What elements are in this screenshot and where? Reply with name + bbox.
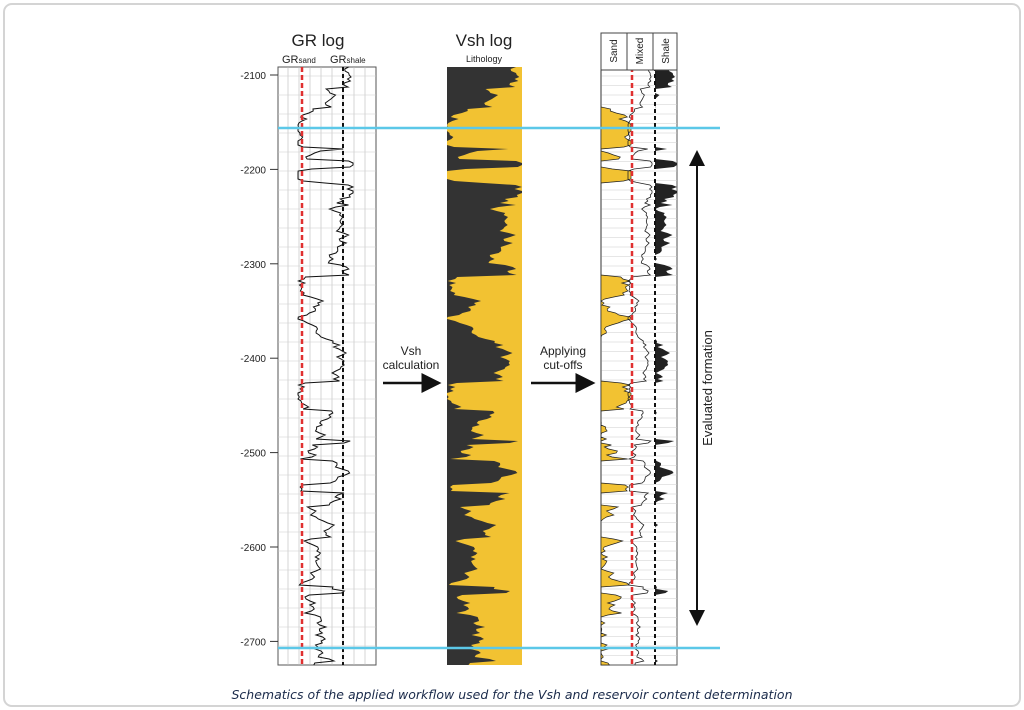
mixed-curve [627, 66, 653, 666]
gr-track [277, 66, 377, 666]
gr-shale-label: GRshale [330, 54, 366, 66]
vsh-title: Vsh log [456, 31, 513, 50]
depth-label: -2500 [240, 449, 266, 460]
arrow-label: Vsh [401, 344, 422, 358]
column-header [600, 32, 628, 71]
gr-curve [296, 66, 355, 666]
depth-label: -2200 [240, 165, 266, 176]
column-label: Shale [661, 38, 672, 64]
column-label: Mixed [635, 38, 646, 65]
vsh-subtitle: Lithology [466, 54, 503, 64]
gr-sand-label: GRsand [282, 54, 316, 66]
depth-label: -2700 [240, 637, 266, 648]
column-header [626, 32, 654, 71]
arrow-label: calculation [383, 358, 440, 372]
vsh-shale-fill [447, 67, 522, 665]
shale-fill [655, 67, 677, 665]
depth-label: -2100 [240, 71, 266, 82]
caption: Schematics of the applied workflow used … [231, 687, 792, 702]
sand-fill [600, 67, 632, 666]
arrow-label: cut-offs [543, 358, 582, 372]
gr-title: GR log [292, 31, 345, 50]
arrow-label: Applying [540, 344, 586, 358]
depth-label: -2600 [240, 543, 266, 554]
column-header [652, 32, 678, 71]
depth-label: -2300 [240, 260, 266, 271]
column-label: Sand [609, 39, 620, 62]
depth-label: -2400 [240, 354, 266, 365]
evaluated-label: Evaluated formation [700, 330, 715, 446]
